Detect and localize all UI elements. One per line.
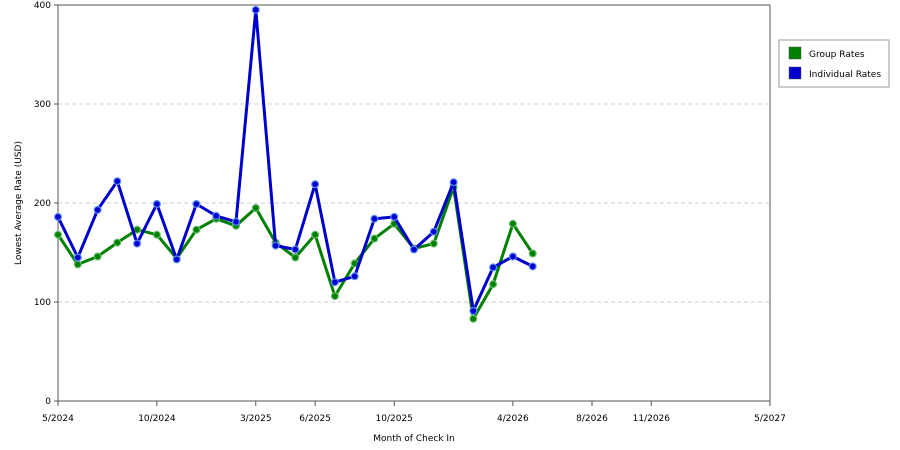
x-axis-title: Month of Check In [373, 434, 455, 444]
data-point-individual-rates[interactable] [93, 205, 102, 214]
data-point-individual-rates[interactable] [429, 227, 438, 236]
x-tick-label: 6/2025 [299, 414, 331, 424]
data-point-individual-rates[interactable] [370, 214, 379, 223]
data-point-individual-rates[interactable] [212, 211, 221, 220]
x-tick-label: 10/2024 [138, 414, 176, 424]
legend-swatch-individual-rates [788, 66, 802, 80]
x-tick-label: 10/2025 [376, 414, 413, 424]
series-line-individual-rates [56, 8, 534, 313]
legend-swatch-group-rates [788, 46, 802, 60]
data-point-group-rates[interactable] [330, 292, 339, 301]
data-point-group-rates[interactable] [93, 252, 102, 261]
y-axis-ticks: 0 100 200 300 400 [34, 1, 58, 407]
data-point-group-rates[interactable] [251, 204, 260, 213]
data-point-individual-rates[interactable] [489, 263, 498, 272]
data-point-group-rates[interactable] [489, 280, 498, 289]
data-point-group-rates[interactable] [113, 238, 122, 247]
x-axis-ticks: 5/2024 10/2024 3/2025 6/2025 10/2025 4/2026 8/… [42, 401, 786, 424]
y-tick-label: 100 [34, 298, 51, 308]
x-tick-label: 4/2026 [497, 414, 529, 424]
data-point-individual-rates[interactable] [449, 178, 458, 187]
data-point-individual-rates[interactable] [53, 212, 62, 221]
data-point-group-rates[interactable] [508, 219, 517, 228]
y-tick-label: 300 [34, 100, 51, 110]
data-point-individual-rates[interactable] [251, 5, 260, 14]
data-point-individual-rates[interactable] [192, 200, 201, 209]
x-tick-label: 3/2025 [240, 414, 272, 424]
data-point-individual-rates[interactable] [133, 239, 142, 248]
data-point-individual-rates[interactable] [73, 253, 82, 262]
x-tick-label: 5/2027 [754, 414, 786, 424]
legend-label-group-rates: Group Rates [809, 50, 865, 60]
data-point-individual-rates[interactable] [390, 212, 399, 221]
data-point-group-rates[interactable] [73, 260, 82, 269]
legend-label-individual-rates: Individual Rates [809, 70, 881, 80]
data-point-group-rates[interactable] [53, 230, 62, 239]
data-point-individual-rates[interactable] [469, 306, 478, 315]
x-tick-label: 8/2026 [576, 414, 608, 424]
data-point-individual-rates[interactable] [271, 241, 280, 250]
y-tick-label: 400 [34, 1, 51, 11]
x-tick-label: 5/2024 [42, 414, 74, 424]
data-point-group-rates[interactable] [152, 230, 161, 239]
y-tick-label: 200 [34, 199, 51, 209]
x-tick-label: 11/2026 [633, 414, 671, 424]
data-point-individual-rates[interactable] [232, 217, 241, 226]
data-point-group-rates[interactable] [469, 314, 478, 323]
legend: Group Rates Individual Rates [778, 39, 890, 88]
y-axis-title: Lowest Average Rate (USD) [14, 141, 24, 265]
data-point-individual-rates[interactable] [311, 180, 320, 189]
data-point-individual-rates[interactable] [172, 255, 181, 264]
data-point-individual-rates[interactable] [410, 245, 419, 254]
y-tick-label: 0 [45, 397, 51, 407]
data-point-individual-rates[interactable] [152, 200, 161, 209]
data-point-group-rates[interactable] [192, 225, 201, 234]
data-point-individual-rates[interactable] [291, 245, 300, 254]
data-point-individual-rates[interactable] [508, 252, 517, 261]
data-point-group-rates[interactable] [528, 249, 537, 258]
data-point-group-rates[interactable] [291, 253, 300, 262]
data-point-individual-rates[interactable] [113, 177, 122, 186]
data-point-group-rates[interactable] [429, 239, 438, 248]
data-point-individual-rates[interactable] [528, 262, 537, 271]
series-lines [53, 5, 537, 323]
data-point-individual-rates[interactable] [330, 278, 339, 287]
data-point-group-rates[interactable] [311, 230, 320, 239]
data-point-individual-rates[interactable] [350, 272, 359, 281]
data-point-group-rates[interactable] [370, 234, 379, 243]
grid-lines [58, 103, 770, 303]
series-individual-rates [53, 5, 537, 315]
